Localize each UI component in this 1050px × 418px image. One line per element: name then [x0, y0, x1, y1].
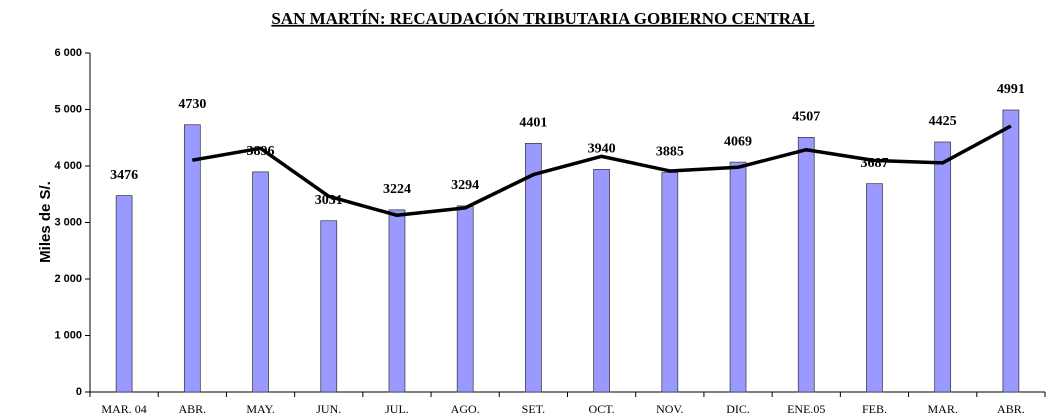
- bar: [456, 205, 474, 393]
- y-tick-label: 5 000: [54, 103, 82, 115]
- bar: [934, 141, 952, 393]
- data-label: 3940: [588, 142, 616, 157]
- data-label: 4730: [178, 97, 206, 112]
- data-label: 3294: [451, 178, 479, 193]
- y-tick-label: 2 000: [54, 273, 82, 285]
- x-tick-label: ABR.: [997, 402, 1025, 416]
- x-tick-label: SET.: [522, 402, 545, 416]
- x-tick-label: FEB.: [862, 402, 887, 416]
- bar: [183, 124, 201, 393]
- bar: [1002, 109, 1020, 393]
- x-tick-label: MAY.: [246, 402, 274, 416]
- y-axis-label: Miles de S/.: [37, 181, 54, 263]
- x-tick-label: ABR.: [178, 402, 206, 416]
- y-tick-label: 0: [76, 386, 82, 398]
- data-label: 3885: [656, 145, 684, 160]
- bar: [729, 161, 747, 393]
- x-tick-label: DIC.: [726, 402, 750, 416]
- y-tick-label: 3 000: [54, 216, 82, 228]
- y-tick-label: 6 000: [54, 47, 82, 59]
- x-tick-label: MAR.: [928, 402, 958, 416]
- data-label: 4401: [519, 116, 547, 131]
- x-tick-label: JUN.: [316, 402, 341, 416]
- line: [192, 124, 1012, 218]
- data-label: 4991: [997, 82, 1025, 97]
- bar: [593, 169, 610, 393]
- data-label: 3476: [110, 168, 138, 183]
- data-label: 3224: [383, 182, 411, 197]
- bar: [388, 209, 406, 393]
- data-label: 4425: [929, 114, 957, 129]
- x-tick-label: AGO.: [451, 402, 480, 416]
- x-tick-label: ENE.05: [787, 402, 825, 416]
- x-tick-label: NOV.: [656, 402, 683, 416]
- bar: [866, 183, 883, 393]
- data-label: 4507: [792, 110, 820, 125]
- chart-title: SAN MARTÍN: RECAUDACIÓN TRIBUTARIA GOBIE…: [271, 9, 814, 28]
- data-label: 4069: [724, 134, 752, 149]
- x-tick-label: MAR. 04: [101, 402, 146, 416]
- x-tick-label: OCT.: [589, 402, 615, 416]
- bar: [661, 172, 679, 393]
- y-tick-label: 4 000: [54, 160, 82, 172]
- bar: [525, 142, 542, 393]
- y-tick-label: 1 000: [54, 329, 82, 341]
- bar: [797, 137, 815, 393]
- bar: [115, 195, 133, 393]
- x-tick-label: JUL.: [385, 402, 409, 416]
- bar: [252, 171, 269, 393]
- bar: [320, 220, 338, 393]
